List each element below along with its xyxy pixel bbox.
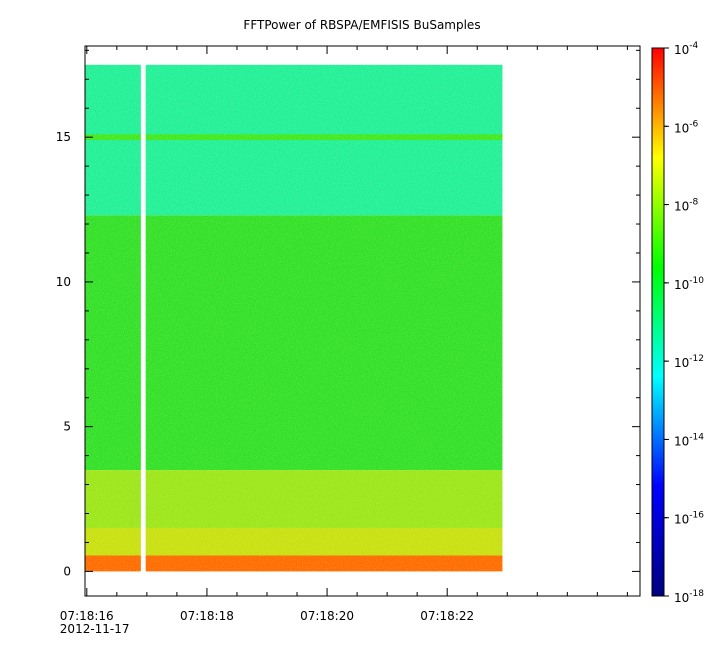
y-tick-label: 15 <box>56 130 71 144</box>
x-tick-label: 07:18:18 <box>180 609 234 623</box>
x-tick-label: 07:18:20 <box>300 609 354 623</box>
x-tick-label: 07:18:16 <box>60 609 114 623</box>
plot-frame <box>84 45 641 597</box>
colorbar-tick-label: 10-6 <box>674 119 699 135</box>
chart-title: FFTPower of RBSPA/EMFISIS BuSamples <box>243 18 481 32</box>
colorbar <box>651 47 665 597</box>
colorbar-tick-label: 10-8 <box>674 198 699 214</box>
colorbar-tick-label: 10-4 <box>674 41 699 57</box>
spectrogram-image <box>85 63 503 573</box>
colorbar-tick-label: 10-10 <box>674 276 704 292</box>
colorbar-tick-label: 10-16 <box>674 511 704 527</box>
y-tick-label: 0 <box>63 564 71 578</box>
colorbar-tick-label: 10-18 <box>674 589 704 605</box>
y-tick-label: 5 <box>63 420 71 434</box>
y-axis: 0 5 10 15 <box>56 49 640 578</box>
x-tick-label: 07:18:22 <box>420 609 474 623</box>
colorbar-tick-label: 10-12 <box>674 354 704 370</box>
data-gap <box>140 63 146 573</box>
colorbar-axis: 10-4 10-6 10-8 10-10 10-12 10-14 10-16 10-18 <box>664 41 704 605</box>
x-tick-date-label: 2012-11-17 <box>60 622 130 636</box>
spectral-noise <box>85 64 503 572</box>
colorbar-tick-label: 10-14 <box>674 432 704 448</box>
y-tick-label: 10 <box>56 275 71 289</box>
